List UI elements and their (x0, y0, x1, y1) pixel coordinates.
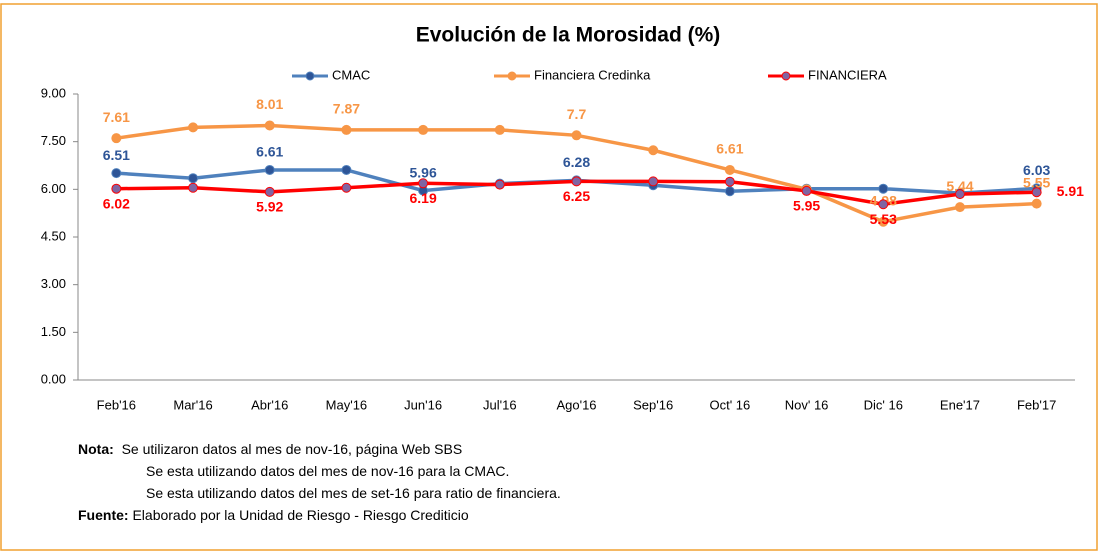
chart-title: Evolución de la Morosidad (%) (416, 24, 721, 47)
data-label: 5.92 (256, 199, 283, 215)
note-text: Se esta utilizando datos del mes de nov-… (146, 463, 510, 479)
data-point (648, 145, 659, 156)
data-point (648, 176, 659, 187)
data-label: 6.61 (716, 141, 743, 157)
data-label: 6.03 (1023, 162, 1050, 178)
x-tick-label: May'16 (326, 397, 368, 412)
data-label: 8.01 (256, 96, 283, 112)
data-label: 6.19 (409, 190, 436, 206)
data-point (341, 124, 352, 135)
x-tick-label: Abr'16 (251, 397, 288, 412)
data-point (188, 173, 199, 184)
legend-label: CMAC (332, 67, 370, 82)
data-point (494, 179, 505, 190)
legend-label: FINANCIERA (808, 67, 887, 82)
x-tick-label: Sep'16 (633, 397, 673, 412)
y-tick-label: 7.50 (41, 133, 66, 148)
note-text: Se utilizaron datos al mes de nov-16, pá… (121, 441, 463, 457)
data-label: 6.02 (103, 195, 130, 211)
data-label: 6.25 (563, 188, 590, 204)
y-tick-label: 1.50 (41, 324, 66, 339)
data-label: 7.87 (333, 101, 360, 117)
y-tick-label: 6.00 (41, 181, 66, 196)
data-point (878, 199, 889, 210)
data-point (571, 176, 582, 187)
legend-marker (781, 71, 791, 81)
data-label: 5.55 (1023, 174, 1050, 190)
data-label: 5.44 (946, 178, 973, 194)
data-point (801, 185, 812, 196)
x-tick-label: Ene'17 (940, 397, 980, 412)
data-point (264, 186, 275, 197)
data-label: 6.51 (103, 147, 130, 163)
data-point (724, 164, 735, 175)
data-point (418, 178, 429, 189)
data-point (571, 130, 582, 141)
x-tick-label: Jul'16 (483, 397, 517, 412)
data-label: 7.7 (567, 106, 587, 122)
data-point (341, 182, 352, 193)
data-point (418, 124, 429, 135)
data-label: 5.96 (409, 164, 436, 180)
data-point (1031, 187, 1042, 198)
data-point (111, 168, 122, 179)
source-line: Fuente: Elaborado por la Unidad de Riesg… (78, 504, 561, 526)
data-point (954, 202, 965, 213)
data-label: 6.28 (563, 154, 590, 170)
data-point (724, 186, 735, 197)
data-label: 6.61 (256, 144, 283, 160)
data-point (111, 133, 122, 144)
data-point (878, 183, 889, 194)
legend-marker (507, 71, 517, 81)
data-point (724, 176, 735, 187)
x-tick-label: Jun'16 (404, 397, 442, 412)
x-tick-label: Ago'16 (556, 397, 596, 412)
data-point (954, 189, 965, 200)
data-label: 5.91 (1057, 183, 1084, 199)
data-point (111, 183, 122, 194)
y-tick-label: 3.00 (41, 276, 66, 291)
data-point (188, 122, 199, 133)
x-tick-label: Nov' 16 (785, 397, 829, 412)
data-point (188, 182, 199, 193)
source-text: Elaborado por la Unidad de Riesgo - Ries… (132, 507, 469, 523)
data-point (264, 120, 275, 131)
x-tick-label: Feb'16 (97, 397, 136, 412)
note-text: Se esta utilizando datos del mes de set-… (146, 485, 561, 501)
legend-marker (305, 71, 315, 81)
x-tick-label: Oct' 16 (709, 397, 750, 412)
x-tick-label: Feb'17 (1017, 397, 1056, 412)
data-point (341, 164, 352, 175)
data-point (878, 216, 889, 227)
notes: Nota: Se utilizaron datos al mes de nov-… (78, 438, 561, 526)
y-tick-label: 4.50 (41, 228, 66, 243)
data-label: 7.61 (103, 109, 130, 125)
data-point (264, 164, 275, 175)
y-tick-label: 0.00 (41, 371, 66, 386)
data-label: 5.53 (870, 211, 897, 227)
note-label: Nota: (78, 441, 114, 457)
x-tick-label: Dic' 16 (864, 397, 903, 412)
data-point (494, 124, 505, 135)
source-label: Fuente: (78, 507, 129, 523)
legend-label: Financiera Credinka (534, 67, 651, 82)
frame (0, 3, 1098, 551)
x-tick-label: Mar'16 (173, 397, 212, 412)
note-line: Nota: Se utilizaron datos al mes de nov-… (78, 438, 561, 460)
y-tick-label: 9.00 (41, 85, 66, 100)
data-label: 5.95 (793, 198, 820, 214)
data-point (1031, 198, 1042, 209)
